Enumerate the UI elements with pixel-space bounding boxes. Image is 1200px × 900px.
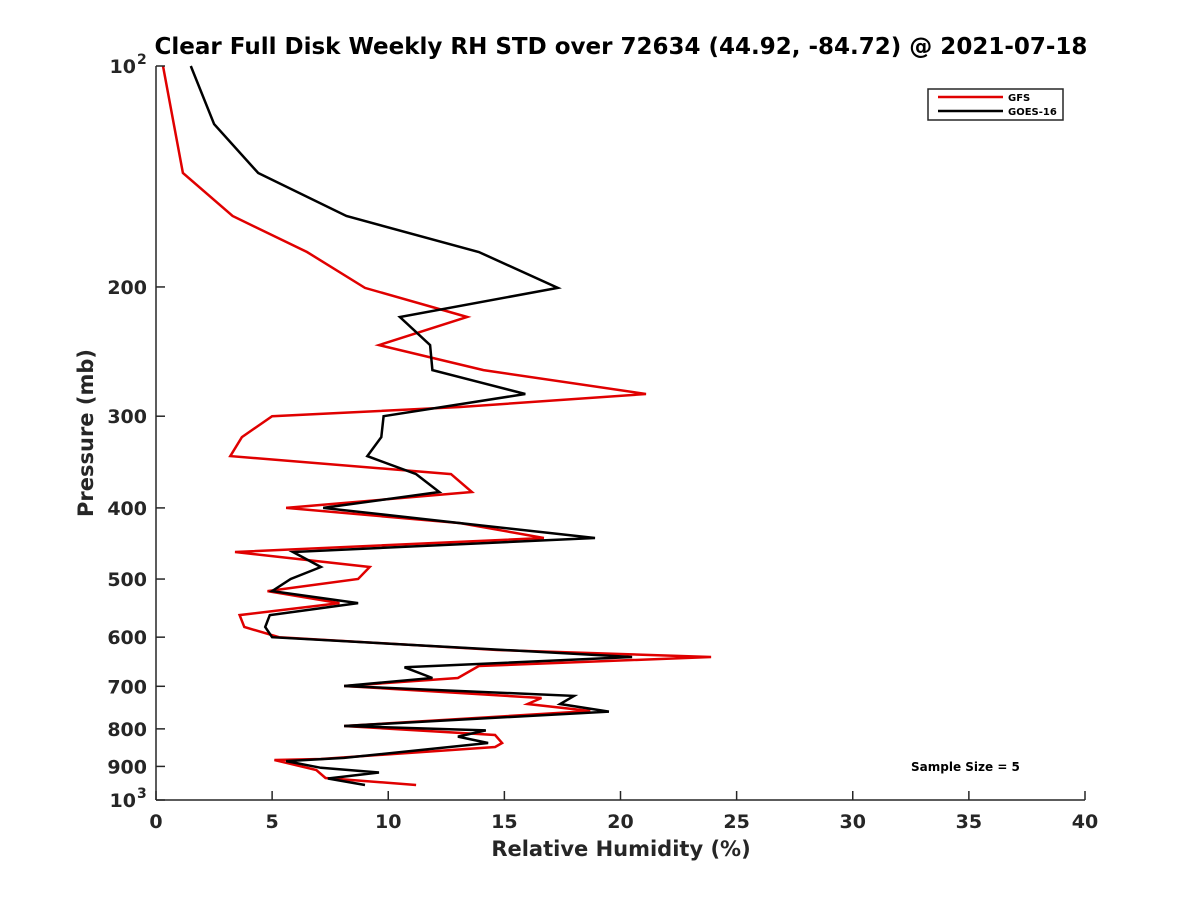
y-axis-label: Pressure (mb) [74, 349, 98, 517]
legend: GFS GOES-16 [927, 88, 1064, 121]
chart-title: Clear Full Disk Weekly RH STD over 72634… [155, 34, 1088, 60]
x-axis-ticks: 0 5 10 15 20 25 30 35 40 [149, 791, 1098, 833]
y-tick-label: 10 [110, 56, 136, 78]
x-tick-label: 30 [840, 811, 866, 833]
x-tick-label: 0 [149, 811, 162, 833]
x-tick-label: 20 [607, 811, 633, 833]
y-tick-label-exponent: 3 [137, 786, 147, 802]
y-tick-label: 500 [107, 569, 147, 591]
sample-size-annotation: Sample Size = 5 [911, 760, 1020, 774]
y-tick-label: 400 [107, 498, 147, 520]
y-tick-label: 600 [107, 627, 147, 649]
x-tick-label: 35 [956, 811, 982, 833]
x-tick-label: 15 [491, 811, 517, 833]
x-tick-label: 25 [723, 811, 749, 833]
legend-label-gfs: GFS [1008, 93, 1030, 104]
y-tick-label-exponent: 2 [137, 52, 147, 68]
y-tick-label: 200 [107, 277, 147, 299]
y-tick-label: 10 [110, 790, 136, 812]
plot-area: 0 5 10 15 20 25 30 35 40 10 220030040050060070080… [107, 52, 1098, 833]
y-tick-label: 700 [107, 676, 147, 698]
legend-box [927, 88, 1064, 121]
x-axis-label: Relative Humidity (%) [491, 837, 750, 861]
y-tick-label: 800 [107, 719, 147, 741]
series-line-gfs [161, 65, 712, 787]
legend-label-goes16: GOES-16 [1008, 107, 1057, 118]
y-tick-label: 900 [107, 756, 147, 778]
y-tick-label: 300 [107, 406, 147, 428]
x-tick-label: 40 [1072, 811, 1098, 833]
series-line-goes16 [189, 65, 633, 787]
series-layer [161, 65, 712, 787]
x-tick-label: 10 [375, 811, 401, 833]
x-tick-label: 5 [266, 811, 279, 833]
